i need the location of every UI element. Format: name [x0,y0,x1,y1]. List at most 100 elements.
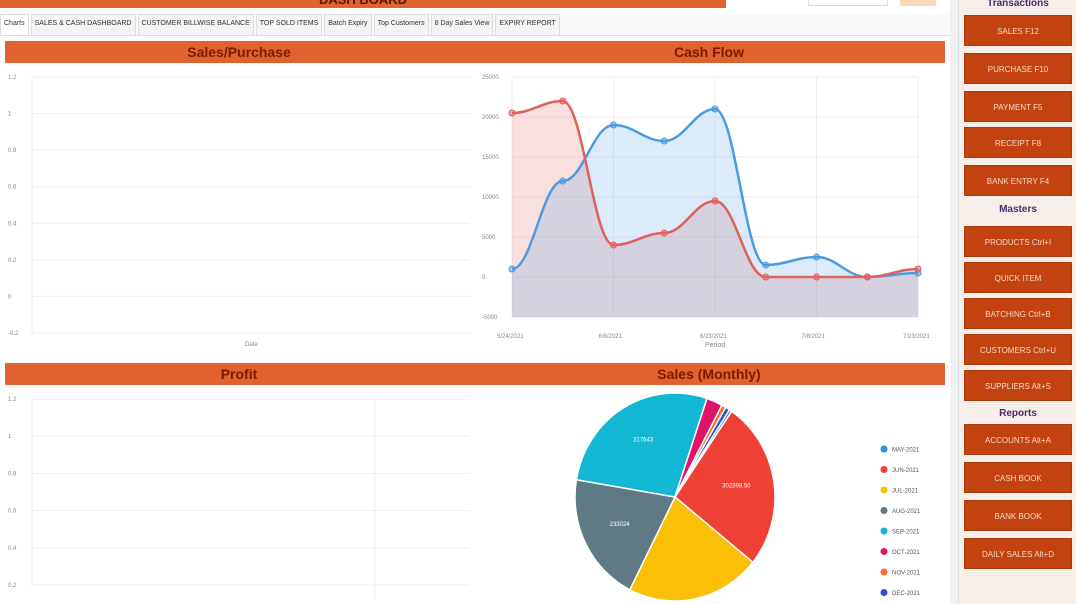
legend-label: JUN-2021 [892,468,920,474]
pie-data-label: 302398.50 [722,484,751,490]
sidebar-heading: Masters [999,204,1037,215]
pie-slice-SEP-2021 [575,392,708,498]
legend-label: AUG-2021 [892,509,921,515]
legend-swatch [880,589,888,596]
cash-flow-point [863,273,871,281]
tab-2[interactable]: CUSTOMER BILLWISE BALANCE [137,14,254,35]
legend-label: MAY-2021 [892,448,920,454]
y-tick-label: 0 [482,275,486,281]
cash-flow-point [610,121,617,129]
cash-flow-point [914,269,922,277]
legend-label: DEC-2021 [892,591,921,597]
cash-flow-point [711,197,719,205]
cash-flow-point [762,261,770,269]
pie-slice-JUN-2021 [674,410,776,564]
sidebar-button-transactions-2[interactable]: PAYMENT F5 [964,91,1072,122]
sidebar-button-transactions-3[interactable]: RECEIPT F8 [964,127,1072,158]
legend-swatch [880,486,888,494]
legend-swatch [880,445,888,453]
sidebar-button-masters-2[interactable]: BATCHING Ctrl+B [964,298,1072,329]
y-tick-label: 0.6 [8,509,17,515]
pie-data-label: 233024 [610,522,631,528]
sidebar-button-reports-0[interactable]: ACCOUNTS Alt+A [964,424,1072,455]
y-tick-label: -5000 [482,315,498,321]
legend-label: JUL-2021 [892,489,919,495]
y-tick-label: 0.8 [8,148,17,154]
y-tick-label: 0.8 [8,471,17,477]
cash-flow-point [610,241,617,249]
y-tick-label: 1 [8,434,12,440]
cash-flow-point [559,177,567,185]
tab-1[interactable]: SALES & CASH DASHBOARD [30,14,136,35]
sidebar-button-transactions-0[interactable]: SALES F12 [964,15,1072,46]
charts-canvas: 1.2 1 0.8 0.6 0.4 0.2 0 -0.2 Date 1.2 1 0.8 0.6 0.4 0.… [8,75,930,602]
y-tick-label: 0.4 [8,546,17,552]
cash-flow-area [512,109,918,317]
cash-flow-point [914,265,922,273]
y-tick-label: 0.2 [8,583,17,589]
cash-flow-line [511,99,919,279]
page-title: DASH BOARD [0,0,726,8]
cash-flow-point [559,97,567,105]
cash-flow-point [813,253,820,261]
pie-data-label: 317643 [633,438,654,444]
sidebar-button-masters-4[interactable]: SUPPLIERS Alt+S [964,370,1072,401]
sidebar-button-reports-2[interactable]: BANK BOOK [964,500,1072,531]
sidebar-button-reports-3[interactable]: DAILY SALES Alt+D [964,538,1072,569]
cash-flow-line [511,107,919,279]
sidebar-button-transactions-4[interactable]: BANK ENTRY F4 [964,165,1072,196]
legend-swatch [880,507,888,514]
y-tick-label: -0.2 [8,331,19,337]
search-button[interactable] [900,0,936,6]
legend-label: SEP-2021 [892,530,920,536]
tab-0[interactable]: Charts [0,14,29,35]
y-tick-label: 10000 [482,195,499,201]
y-tick-label: 25000 [482,75,499,81]
y-tick-label: 1 [8,112,12,118]
sidebar-button-masters-0[interactable]: PRODUCTS Ctrl+I [964,226,1072,257]
y-tick-label: 0.6 [8,185,17,191]
cash-flow-point [660,229,668,237]
cash-flow-header: Cash Flow [473,41,945,63]
y-tick-label: 0.4 [8,221,17,227]
legend-label: OCT-2021 [892,550,920,556]
x-tick-label: 6/23/2021 [700,334,727,340]
sidebar-button-transactions-1[interactable]: PURCHASE F10 [964,53,1072,84]
search-input[interactable] [808,0,888,6]
pie-slice-JUL-2021 [628,495,754,602]
sidebar-button-masters-1[interactable]: QUICK ITEM [964,262,1072,293]
sales-monthly-header: Sales (Monthly) [473,363,945,385]
tab-5[interactable]: Top Customers [373,14,429,35]
x-tick-label: 7/23/2021 [903,334,930,340]
tab-bar: Charts SALES & CASH DASHBOARD CUSTOMER BIL… [0,14,950,36]
legend-swatch [880,527,888,535]
legend-swatch [880,466,888,473]
sidebar-heading: Transactions [987,0,1049,9]
cash-flow-point [711,105,719,113]
cash-flow-point [863,273,871,281]
y-tick-label: 5000 [482,235,496,241]
sales-purchase-header: Sales/Purchase [5,41,473,63]
pie-slice-DEC-2021 [674,406,731,498]
x-tick-label: 7/8/2021 [802,334,826,340]
legend-swatch [880,568,888,576]
sidebar-button-masters-3[interactable]: CUSTOMERS Ctrl+U [964,334,1072,365]
y-tick-label: 20000 [482,115,499,121]
tab-3[interactable]: TOP SOLD ITEMS [255,14,323,35]
sidebar-heading: Reports [999,408,1037,419]
pie-slice-AUG-2021 [574,478,677,591]
y-tick-label: 15000 [482,155,499,161]
cash-flow-point [660,137,668,145]
sidebar-button-reports-1[interactable]: CASH BOOK [964,462,1072,493]
y-tick-label: 1.2 [8,75,17,81]
tab-7[interactable]: EXPIRY REPORT [495,14,560,35]
tab-4[interactable]: Batch Expiry [324,14,372,35]
legend-swatch [880,548,888,555]
sidebar: Transactions SALES F12 PURCHASE F10 PAYMENT… [958,0,1076,604]
pie-slice-NOV-2021 [674,404,727,498]
y-tick-label: 0 [8,294,12,300]
tab-6[interactable]: 8 Day Sales View [430,14,494,35]
pie-slice-OCT-2021 [674,397,723,498]
